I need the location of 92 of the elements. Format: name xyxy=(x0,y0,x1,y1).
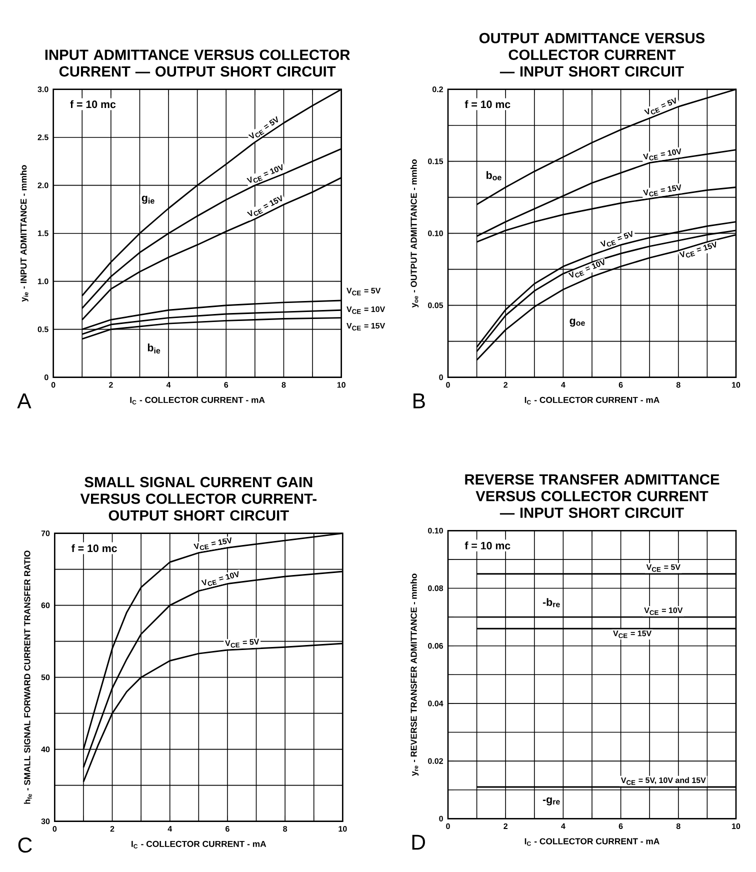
text: D xyxy=(412,834,425,850)
legend-label: V$_{CE}$ = 15V xyxy=(193,537,232,550)
y-tick-label: 0.5 xyxy=(38,326,48,332)
text: V$_{CE}$ = 15V xyxy=(246,195,282,216)
y-tick-label: 0.15 xyxy=(428,158,443,164)
x-axis-title: I$_{C}$ - COLLECTOR CURRENT - mA xyxy=(524,396,660,404)
x-tick-label: 4 xyxy=(166,382,171,388)
x-tick-label: 0 xyxy=(52,826,56,832)
series-label: V$_{CE}$ = 5V xyxy=(346,288,380,296)
y-axis-title: y$_{oe}$ - OUTPUT ADMITTANCE - mmho xyxy=(410,159,418,308)
text: V$_{CE}$ = 15V xyxy=(679,241,716,258)
y-tick-label: 1.5 xyxy=(38,230,48,236)
legend-label: V$_{CE}$ = 5V xyxy=(644,97,676,114)
y-tick-label: 1.0 xyxy=(38,278,48,284)
y-tick-label: 40 xyxy=(40,746,50,752)
series-label: V$_{CE}$ = 5V xyxy=(224,638,259,648)
text: V$_{CE}$ = 5V xyxy=(600,230,632,247)
y-tick-label: 50 xyxy=(41,674,50,680)
y-tick-label: 60 xyxy=(41,602,50,608)
annotation: f = 10 mc xyxy=(464,100,510,108)
x-tick-label: 8 xyxy=(676,823,680,830)
chart-title: SMALL SIGNAL CURRENT GAIN VERSUS COLLECTOR CURRENT-OUTPUT SHORT CIRCUIT xyxy=(80,476,316,521)
x-tick-label: 10 xyxy=(337,382,346,388)
legend-label: V$_{CE}$ = 15V xyxy=(346,322,385,330)
y-tick-label: 0.05 xyxy=(428,302,443,308)
y-tick-label: 0 xyxy=(438,374,443,380)
x-axis-title: I$_{C}$ - COLLECTOR CURRENT - mA xyxy=(131,840,266,848)
y-axis-title: h$_{fe}$ - SMALL SIGNAL FORWARD CURRENT TRANSFER RATIO xyxy=(24,550,32,804)
y-tick-label: 0 xyxy=(44,374,48,380)
x-tick-label: 2 xyxy=(110,826,114,832)
series-label: V$_{CE}$ = 5V xyxy=(646,564,680,572)
y-tick-label: 0.10 xyxy=(428,230,443,236)
x-tick-label: 8 xyxy=(676,382,680,388)
x-tick-label: 6 xyxy=(225,826,230,832)
annotation: f = 10 mc xyxy=(464,542,510,550)
y-axis-title: y$_{ie}$ - INPUT ADMITTANCE - mmho xyxy=(20,165,28,302)
chart-title: OUTPUT ADMITTANCE VERSUS COLLECTOR CURRENT — INPUT SHORT CIRCUIT xyxy=(479,32,704,77)
text: V$_{CE}$ = 10V xyxy=(642,148,681,160)
annotation: -g$_{re}$ xyxy=(542,797,560,806)
x-axis-title: I$_{C}$ - COLLECTOR CURRENT - mA xyxy=(130,396,265,404)
chart-title: REVERSE TRANSFER ADMITTANCE VERSUS COLLECTOR CURRENT — INPUT SHORT CIRCUIT xyxy=(464,474,719,518)
series-label: V$_{CE}$ = 15V xyxy=(612,630,652,638)
x-tick-label: 6 xyxy=(618,382,623,388)
y-tick-label: 0.10 xyxy=(428,528,443,534)
y-tick-label: 30 xyxy=(41,818,50,824)
series-label: V$_{CE}$ = 5V, 10V and 15V xyxy=(620,777,706,785)
annotation: g$_{ie}$ xyxy=(142,196,154,204)
x-tick-label: 0 xyxy=(446,382,450,388)
text: V$_{CE}$ = 10V xyxy=(568,258,604,278)
y-tick-label: 0.02 xyxy=(428,758,443,764)
chart-title: INPUT ADMITTANCE VERSUS COLLECTOR CURRENT — OUTPUT SHORT CIRCUIT xyxy=(45,50,350,77)
annotation: g$_{oe}$ xyxy=(570,318,585,327)
x-tick-label: 2 xyxy=(503,823,508,829)
x-tick-label: 0 xyxy=(51,382,56,388)
y-tick-label: 3.0 xyxy=(37,86,48,92)
annotation: f = 10 mc xyxy=(70,100,116,108)
x-tick-label: 2 xyxy=(503,382,508,388)
y-tick-label: 2.5 xyxy=(38,134,48,140)
x-tick-label: 8 xyxy=(282,826,287,832)
text: V$_{CE}$ = 15V xyxy=(642,184,681,196)
text: V$_{CE}$ = 5V xyxy=(248,116,278,139)
text: A xyxy=(16,394,32,408)
x-axis-title: I$_{C}$ - COLLECTOR CURRENT - mA xyxy=(524,838,660,846)
text: V$_{CE}$ = 10V xyxy=(246,164,282,183)
y-tick-label: 0.2 xyxy=(432,86,443,92)
series-label: V$_{CE}$ = 10V xyxy=(644,607,682,615)
x-tick-label: 2 xyxy=(108,382,113,388)
y-tick-label: 0 xyxy=(438,816,443,822)
text: B xyxy=(413,394,425,408)
y-tick-label: 0.06 xyxy=(428,643,443,649)
text: V$_{CE}$ = 10V xyxy=(201,571,238,586)
x-tick-label: 0 xyxy=(446,823,450,830)
x-tick-label: 6 xyxy=(618,823,623,830)
y-tick-label: 0.04 xyxy=(428,700,444,706)
x-tick-label: 10 xyxy=(338,826,347,832)
y-axis-title: y$_{re}$ - REVERSE TRANSFER ADMITTANCE - mmho xyxy=(410,574,418,776)
series-label: V$_{CE}$ = 10V xyxy=(346,306,385,314)
x-tick-label: 4 xyxy=(168,826,172,832)
x-tick-label: 10 xyxy=(732,382,740,388)
y-tick-label: 70 xyxy=(41,530,50,536)
x-tick-label: 10 xyxy=(732,823,740,830)
x-tick-label: 6 xyxy=(224,382,228,388)
x-tick-label: 8 xyxy=(282,382,286,388)
y-tick-label: 0.08 xyxy=(428,585,443,592)
text: C xyxy=(18,838,32,853)
annotation: f = 10 mc xyxy=(71,544,117,552)
x-tick-label: 4 xyxy=(560,823,566,829)
annotation: -b$_{re}$ xyxy=(542,598,560,608)
y-tick-label: 2.0 xyxy=(38,182,48,188)
annotation: b$_{ie}$ xyxy=(148,344,160,354)
x-tick-label: 4 xyxy=(560,382,566,388)
annotation: b$_{oe}$ xyxy=(486,171,502,180)
